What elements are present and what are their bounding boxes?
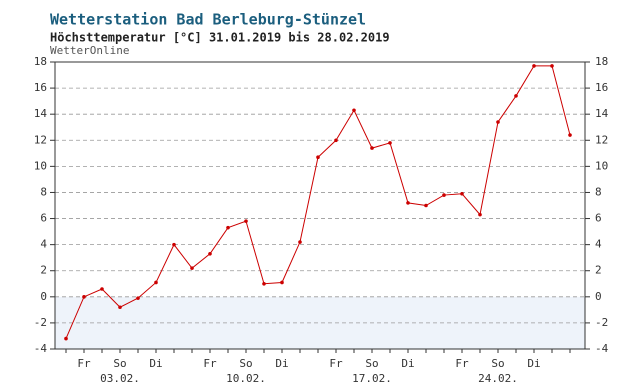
y-tick-label: 6 — [40, 212, 47, 225]
data-point — [532, 64, 536, 68]
y2-tick-label: 6 — [595, 212, 602, 225]
y-tick-label: 12 — [34, 133, 47, 146]
data-point — [370, 146, 374, 150]
y-tick-label: 2 — [40, 264, 47, 277]
y-tick-label: -4 — [34, 342, 48, 355]
x-tick-label: So — [239, 357, 252, 370]
y2-tick-label: 0 — [595, 290, 602, 303]
chart-subtitle: Höchsttemperatur [°C] 31.01.2019 bis 28.… — [50, 31, 390, 45]
data-point — [334, 138, 338, 143]
y2-tick-label: -2 — [595, 316, 608, 329]
data-point — [118, 305, 122, 310]
data-point — [136, 296, 140, 300]
x-tick-label: Di — [149, 357, 162, 370]
data-point — [244, 219, 248, 223]
data-point — [424, 203, 428, 208]
x-tick-label: Di — [401, 357, 414, 370]
data-point — [298, 240, 302, 244]
y2-tick-label: 10 — [595, 159, 608, 172]
data-point — [568, 133, 572, 137]
data-point — [280, 280, 284, 285]
data-point — [208, 251, 212, 256]
source: WetterOnline — [50, 44, 129, 57]
y-tick-label: 14 — [34, 107, 48, 120]
chart-title: Wetterstation Bad Berleburg-Stünzel — [50, 11, 366, 29]
y-tick-label: -2 — [34, 316, 47, 329]
y2-tick-label: -4 — [595, 342, 609, 355]
data-point — [388, 141, 392, 145]
x-date-label: 24.02. — [478, 372, 518, 385]
data-point — [190, 266, 194, 270]
x-tick-label: So — [113, 357, 126, 370]
data-point — [478, 212, 482, 217]
data-point — [154, 280, 158, 285]
data-point — [514, 94, 518, 98]
data-point — [100, 287, 104, 291]
y2-tick-label: 8 — [595, 185, 602, 198]
y2-tick-label: 16 — [595, 81, 608, 94]
y-tick-label: 10 — [34, 159, 47, 172]
data-point — [262, 281, 266, 286]
data-point — [352, 108, 356, 113]
data-point — [226, 225, 230, 230]
x-tick-label: Fr — [77, 357, 91, 370]
y2-tick-label: 14 — [595, 107, 609, 120]
data-point — [82, 295, 86, 299]
y2-tick-label: 18 — [595, 55, 608, 68]
y2-tick-label: 2 — [595, 264, 602, 277]
y2-tick-label: 4 — [595, 238, 602, 251]
x-tick-label: Di — [527, 357, 540, 370]
y-tick-label: 18 — [34, 55, 47, 68]
data-point — [550, 64, 554, 68]
x-date-label: 17.02. — [352, 372, 392, 385]
y-tick-label: 0 — [40, 290, 47, 303]
data-point — [442, 193, 446, 197]
x-tick-label: Fr — [203, 357, 217, 370]
data-point — [460, 191, 464, 196]
data-point — [406, 201, 410, 205]
y-tick-label: 4 — [40, 238, 47, 251]
y2-tick-label: 12 — [595, 133, 608, 146]
x-tick-label: Fr — [455, 357, 469, 370]
data-point — [64, 336, 68, 341]
data-point — [316, 155, 320, 160]
x-date-label: 03.02. — [100, 372, 140, 385]
x-tick-label: Fr — [329, 357, 343, 370]
x-tick-label: So — [491, 357, 504, 370]
y-tick-label: 16 — [34, 81, 47, 94]
x-tick-label: So — [365, 357, 378, 370]
x-tick-label: Di — [275, 357, 288, 370]
x-date-label: 10.02. — [226, 372, 266, 385]
data-point — [496, 120, 500, 124]
plot-frame — [54, 61, 586, 350]
data-point — [172, 242, 176, 247]
y-tick-label: 8 — [40, 185, 47, 198]
